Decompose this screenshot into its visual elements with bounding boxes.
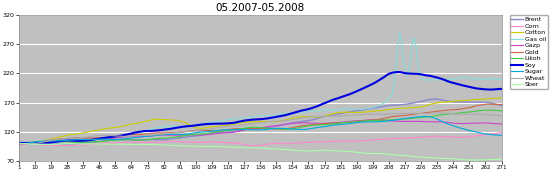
Legend: Brent, Corn, Cotton, Gas oil, Gazp, Gold, Likoh, Soy, Sugar, Wheat, Sber: Brent, Corn, Cotton, Gas oil, Gazp, Gold… [509, 15, 548, 89]
Title: 05.2007-05.2008: 05.2007-05.2008 [216, 3, 305, 13]
